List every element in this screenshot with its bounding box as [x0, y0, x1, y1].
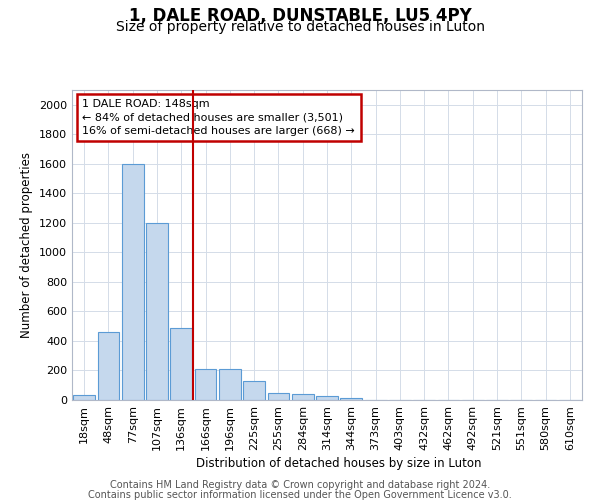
Bar: [73, 395, 95, 400]
Y-axis label: Number of detached properties: Number of detached properties: [20, 152, 34, 338]
Bar: [340, 398, 362, 400]
Bar: [194, 369, 217, 400]
Text: Contains HM Land Registry data © Crown copyright and database right 2024.: Contains HM Land Registry data © Crown c…: [110, 480, 490, 490]
Bar: [122, 164, 143, 400]
Text: Size of property relative to detached houses in Luton: Size of property relative to detached ho…: [115, 20, 485, 34]
Bar: [243, 381, 265, 400]
Text: 1 DALE ROAD: 148sqm
← 84% of detached houses are smaller (3,501)
16% of semi-det: 1 DALE ROAD: 148sqm ← 84% of detached ho…: [82, 100, 355, 136]
Text: Distribution of detached houses by size in Luton: Distribution of detached houses by size …: [196, 458, 482, 470]
Bar: [146, 223, 168, 400]
Bar: [268, 392, 289, 400]
Bar: [219, 369, 241, 400]
Bar: [316, 396, 338, 400]
Bar: [97, 332, 119, 400]
Text: Contains public sector information licensed under the Open Government Licence v3: Contains public sector information licen…: [88, 490, 512, 500]
Bar: [170, 328, 192, 400]
Text: 1, DALE ROAD, DUNSTABLE, LU5 4PY: 1, DALE ROAD, DUNSTABLE, LU5 4PY: [128, 8, 472, 26]
Bar: [292, 394, 314, 400]
